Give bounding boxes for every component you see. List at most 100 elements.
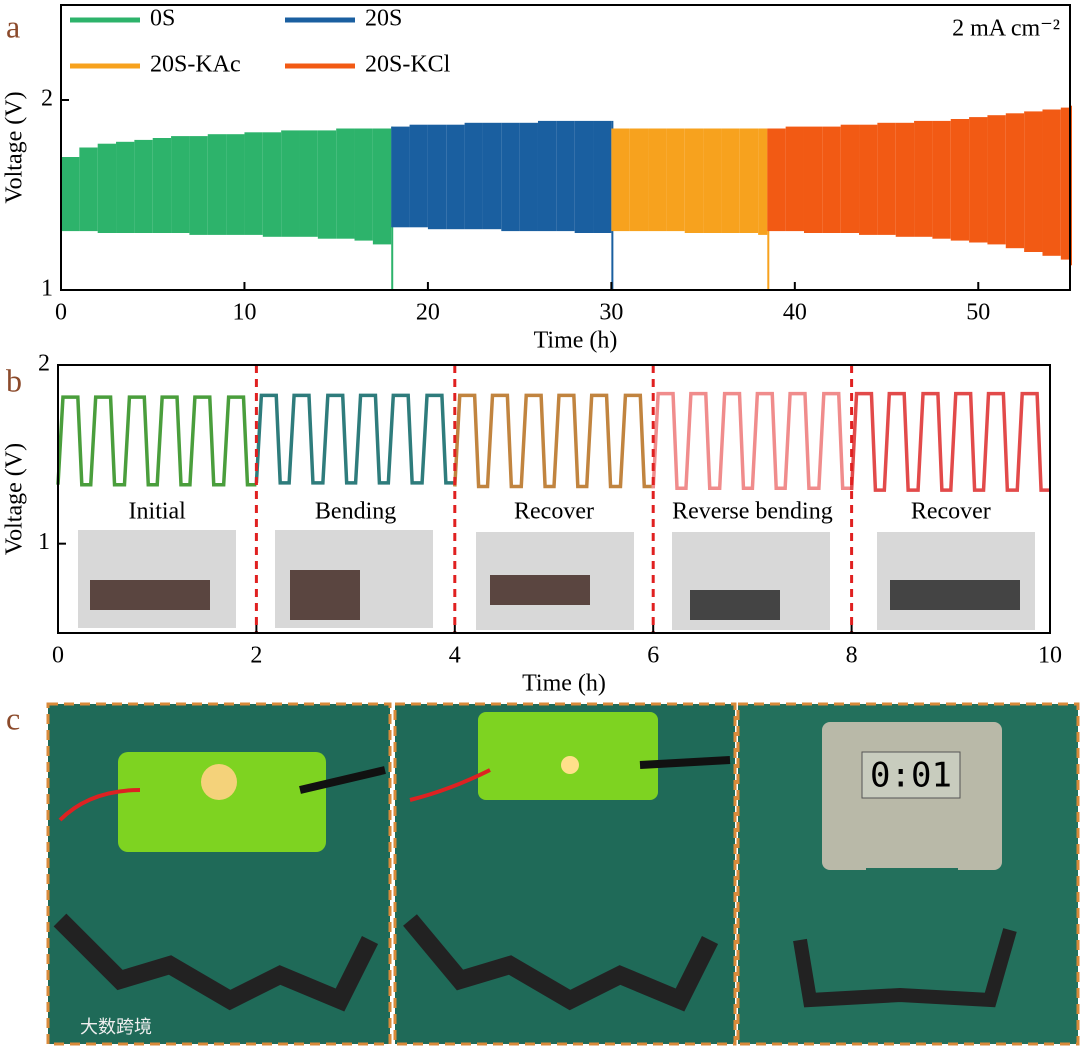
x-tick-label: 4 (449, 643, 461, 669)
x-tick-label: 6 (647, 643, 659, 669)
voltage-band (409, 124, 428, 228)
voltage-band (969, 117, 988, 243)
condition-label: Reverse bending (672, 499, 833, 525)
panel-label: a (6, 8, 20, 44)
voltage-band (189, 136, 208, 235)
lamp-board (118, 752, 326, 852)
y-tick-label: 2 (41, 86, 53, 112)
wire (409, 768, 491, 802)
voltage-band (950, 119, 970, 241)
voltage-band (226, 134, 245, 235)
plot-frame (57, 364, 1051, 634)
condition-label: Recover (514, 499, 594, 525)
voltage-band (556, 120, 575, 232)
x-tick-label: 30 (599, 300, 623, 326)
voltage-band (895, 122, 915, 237)
voltage-band (840, 124, 860, 233)
voltage-band (537, 120, 557, 232)
photos (78, 530, 1035, 630)
voltage-band (391, 126, 410, 228)
y-tick-label: 1 (41, 276, 53, 302)
voltage-band (299, 130, 318, 237)
wire (299, 766, 386, 794)
voltage-band (482, 122, 502, 230)
photo (78, 530, 236, 628)
battery (793, 928, 1017, 1008)
voltage-band (648, 128, 667, 232)
voltage-band (519, 122, 538, 232)
x-tick-label: 0 (52, 643, 64, 669)
voltage-band (281, 130, 300, 237)
wire (58, 788, 141, 822)
voltage-band (611, 128, 630, 232)
voltage-band (785, 126, 804, 232)
voltage-line (56, 395, 257, 487)
voltage-band (1024, 111, 1043, 253)
voltage-band (61, 157, 80, 232)
voltage-band (501, 122, 520, 232)
fabric (490, 575, 590, 605)
voltage-band (262, 132, 282, 237)
fabric (890, 580, 1020, 610)
voltage-band (372, 128, 392, 245)
clock-gap (866, 868, 958, 870)
voltage-band (767, 128, 786, 232)
watermark: 大数跨境 (80, 1017, 152, 1038)
voltage-line (849, 391, 1050, 492)
annotation: 2 mA cm⁻² (952, 16, 1060, 42)
x-tick-label: 8 (846, 643, 858, 669)
voltage-band (721, 128, 740, 233)
clock-screen (861, 751, 961, 799)
voltage-band (97, 143, 117, 233)
voltage-band (629, 128, 649, 232)
lamp (201, 764, 237, 800)
voltage-band (1060, 107, 1070, 260)
panel-label: c (6, 700, 20, 736)
voltage-band (134, 139, 153, 233)
legend-label: 20S-KAc (150, 52, 241, 78)
voltage-band (822, 126, 841, 233)
photo-panels: 0:01 (46, 702, 1080, 1046)
fabric (690, 590, 780, 620)
voltage-band (244, 132, 263, 235)
voltage-band (152, 138, 172, 233)
voltage-band (666, 128, 685, 232)
voltage-line (651, 391, 852, 491)
lamp-board (478, 712, 658, 800)
voltage-band (593, 120, 612, 233)
voltage-band (932, 120, 951, 239)
x-tick-label: 0 (55, 300, 67, 326)
voltage-band (427, 124, 447, 230)
voltage-band (803, 126, 823, 233)
x-tick-label: 50 (966, 300, 990, 326)
x-axis-label: Time (h) (522, 671, 606, 697)
voltage-band (336, 128, 355, 239)
voltage-band (703, 128, 722, 233)
voltage-band (859, 124, 878, 235)
voltage-band (758, 128, 768, 235)
voltage-band (171, 136, 190, 233)
voltage-line (453, 393, 654, 489)
voltage-band (987, 115, 1006, 245)
voltage-band (1042, 109, 1061, 256)
legend-label: 0S (150, 6, 175, 32)
voltage-band (317, 130, 337, 239)
y-axis-label: Voltage (V) (2, 91, 28, 203)
x-tick-label: 10 (1038, 643, 1062, 669)
wire (639, 756, 731, 769)
x-tick-label: 2 (250, 643, 262, 669)
voltage-band (354, 128, 373, 241)
plot-frame (60, 4, 1071, 291)
y-tick-label: 1 (38, 529, 50, 555)
voltage-band (464, 122, 483, 230)
voltage-band (79, 147, 98, 232)
x-axis-label: Time (h) (534, 328, 618, 354)
x-tick-label: 20 (416, 300, 440, 326)
condition-label: Initial (129, 499, 187, 525)
battery (53, 913, 379, 1012)
voltage-band (877, 122, 896, 235)
voltage-band (446, 124, 465, 230)
clock-text: 0:01 (870, 756, 952, 796)
voltage-band (914, 120, 933, 237)
